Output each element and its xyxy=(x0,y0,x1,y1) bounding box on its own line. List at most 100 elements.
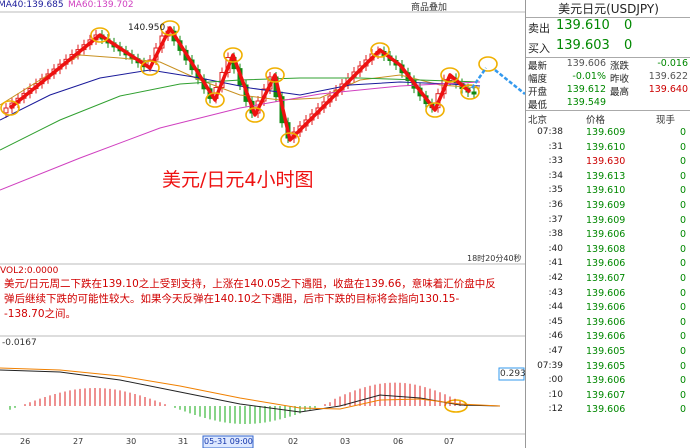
chart-area xyxy=(0,0,525,448)
marker xyxy=(370,42,390,58)
tick-time: :44 xyxy=(548,302,563,313)
tick-time: :41 xyxy=(548,258,563,269)
tick-price: 139.605 xyxy=(586,346,626,357)
stat-label: 幅度 xyxy=(528,74,548,85)
book-label: 买入 xyxy=(528,42,550,55)
forecast-arrow xyxy=(470,67,488,89)
stat-value: 139.640 xyxy=(648,84,688,95)
tick-price: 139.609 xyxy=(586,127,626,138)
tick-qty: 0 xyxy=(679,156,686,168)
tick-qty: 0 xyxy=(679,258,686,270)
stat-label: 最新 xyxy=(528,61,548,72)
tick-time: :38 xyxy=(548,229,563,240)
tick-time: :40 xyxy=(548,243,563,254)
book-qty: 0 xyxy=(624,18,633,33)
book-qty: 0 xyxy=(624,38,633,53)
clock: 18时20分40秒 xyxy=(467,254,522,263)
tick-price: 139.606 xyxy=(586,331,626,343)
tick-price: 139.609 xyxy=(586,200,626,211)
tick-price: 139.606 xyxy=(586,404,626,416)
tick-time: :00 xyxy=(548,375,563,386)
tick-time: :33 xyxy=(548,156,563,167)
tick-qty: 0 xyxy=(679,185,686,197)
marker xyxy=(478,56,498,72)
tick-price: 139.606 xyxy=(586,375,626,387)
cursor-box xyxy=(202,435,254,448)
ma-line xyxy=(0,77,481,151)
tick-time: :34 xyxy=(548,170,563,181)
divider xyxy=(526,57,690,58)
tick-qty: 0 xyxy=(679,302,686,314)
chart-bg xyxy=(0,0,525,448)
tick-price: 139.609 xyxy=(586,214,626,226)
stat-value: 139.606 xyxy=(566,58,606,69)
x-label: 30 xyxy=(126,437,137,446)
column-header: 现手 xyxy=(656,115,676,126)
tick-time: :37 xyxy=(548,214,563,225)
marker xyxy=(425,102,445,118)
tick-qty: 0 xyxy=(679,375,686,387)
stat-value: -0.01% xyxy=(572,71,606,82)
marker-box xyxy=(498,367,525,381)
column-header: 价格 xyxy=(586,115,606,126)
stat-label: 昨收 xyxy=(610,74,630,85)
tick-price: 139.606 xyxy=(586,302,626,314)
tick-qty: 0 xyxy=(679,200,686,211)
marker xyxy=(245,107,265,123)
marker xyxy=(460,84,480,100)
tick-qty: 0 xyxy=(679,287,686,299)
overlay-button[interactable]: 商品叠加 xyxy=(411,3,448,13)
stat-label: 涨跌 xyxy=(610,61,630,72)
marker xyxy=(205,92,225,108)
watermark: 美元/日元4小时图 xyxy=(162,169,314,191)
marker xyxy=(140,60,160,76)
tick-time: :12 xyxy=(548,404,563,415)
divider xyxy=(526,110,690,111)
tick-price: 139.605 xyxy=(586,360,626,372)
tick-price: 139.608 xyxy=(586,243,626,255)
tick-time: :31 xyxy=(548,141,563,152)
tick-qty: 0 xyxy=(679,389,686,401)
marker xyxy=(280,132,300,148)
x-label: 07 xyxy=(444,437,455,446)
stat-value: 139.612 xyxy=(566,84,606,95)
x-label: 03 xyxy=(340,437,351,446)
ma-line xyxy=(0,69,481,121)
tick-price: 139.607 xyxy=(586,273,626,284)
signal-line xyxy=(0,367,501,410)
tick-price: 139.630 xyxy=(586,156,626,168)
tick-price: 139.607 xyxy=(586,389,626,401)
tick-price: 139.610 xyxy=(586,185,626,197)
tick-price: 139.606 xyxy=(586,229,626,241)
marker xyxy=(265,67,285,83)
volume-label: VOL2:0.0000 xyxy=(0,266,59,276)
marker xyxy=(160,20,180,36)
stat-label: 最高 xyxy=(610,87,630,98)
marker xyxy=(440,67,460,83)
x-label: 06 xyxy=(393,437,404,446)
ma-label: MA60:139.702 xyxy=(68,0,134,10)
tick-time: :35 xyxy=(548,185,563,196)
tick-price: 139.613 xyxy=(586,170,626,182)
candle xyxy=(471,91,477,95)
macd-marker: 0.293 xyxy=(500,369,526,379)
stat-value: 139.549 xyxy=(566,97,606,108)
tick-price: 139.606 xyxy=(586,316,626,328)
x-label: 26 xyxy=(20,437,31,446)
divider xyxy=(526,17,690,18)
tick-qty: 0 xyxy=(679,331,686,343)
stat-value: 139.622 xyxy=(648,71,688,82)
book-price: 139.610 xyxy=(556,18,610,33)
book-price: 139.603 xyxy=(556,38,610,53)
x-label: 02 xyxy=(288,437,299,446)
tick-qty: 0 xyxy=(679,273,686,284)
tick-price: 139.606 xyxy=(586,258,626,270)
ma-line xyxy=(0,54,481,106)
tick-time: 07:38 xyxy=(537,127,563,137)
stat-label: 最低 xyxy=(528,100,548,111)
tick-qty: 0 xyxy=(679,316,686,328)
x-label: 31 xyxy=(178,437,189,446)
column-header: 北京 xyxy=(528,115,548,126)
tick-qty: 0 xyxy=(679,214,686,226)
